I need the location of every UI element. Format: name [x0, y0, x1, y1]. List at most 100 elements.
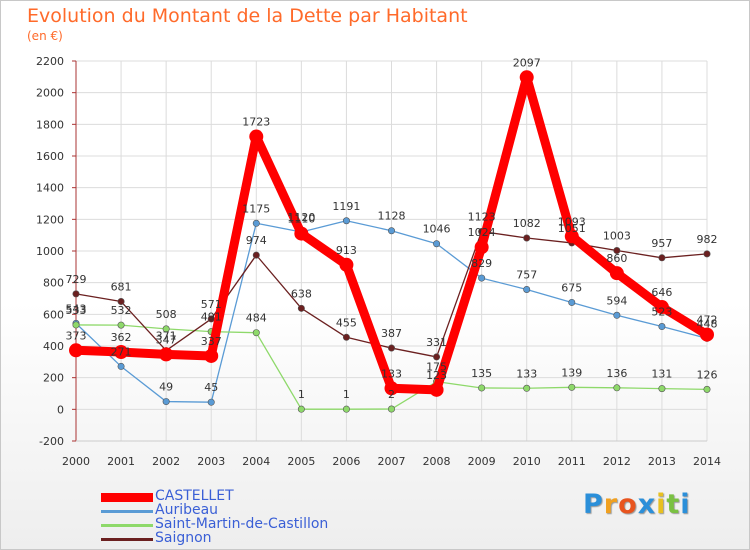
data-label: 373: [66, 329, 87, 342]
data-label: 594: [606, 294, 627, 307]
y-tick-label: 1800: [36, 118, 64, 131]
data-label: 1003: [603, 230, 631, 243]
y-tick-label: 0: [57, 403, 64, 416]
data-point: [387, 227, 395, 235]
data-point: [114, 345, 129, 360]
data-label: 1191: [332, 200, 360, 213]
data-label: 2097: [513, 56, 541, 69]
data-point: [613, 247, 621, 255]
axes: -200 0 200 400 600 800 1000 1200 1400 1600 1800 200…: [36, 55, 721, 468]
data-label: 982: [697, 233, 718, 246]
logo-letter: x: [637, 489, 657, 520]
data-label: 860: [606, 252, 627, 265]
data-label: 139: [561, 366, 582, 379]
data-label: 1024: [468, 226, 496, 239]
data-point: [564, 229, 579, 244]
data-point: [342, 333, 350, 341]
data-label: 1110: [287, 213, 315, 226]
data-point: [654, 300, 669, 315]
grid-lines: [75, 60, 708, 442]
data-point: [297, 405, 305, 413]
data-label: 681: [111, 281, 132, 294]
data-label: 1046: [423, 223, 451, 236]
data-label: 729: [66, 273, 87, 286]
y-tick-label: 800: [43, 277, 64, 290]
data-label: 571: [201, 298, 222, 311]
data-point: [568, 383, 576, 391]
data-label: 523: [651, 306, 672, 319]
legend-label: Saint-Martin-de-Castillon: [155, 516, 329, 532]
data-label: 455: [336, 316, 357, 329]
data-label: 136: [606, 367, 627, 380]
x-tick-label: 2000: [62, 455, 90, 468]
y-tick-label: 1200: [36, 213, 64, 226]
data-labels: 373 362 347 337 1723 1110 913 133 123 1024 2097 109…: [66, 56, 718, 401]
data-point: [69, 343, 83, 358]
data-label: 135: [471, 367, 492, 380]
series-layer: [69, 70, 714, 413]
data-label: 1: [343, 388, 350, 401]
data-point: [72, 290, 80, 298]
data-point: [609, 266, 624, 281]
data-label: 1051: [558, 222, 586, 235]
data-label: 646: [651, 286, 672, 299]
legend-label: Saignon: [155, 530, 212, 546]
data-label: 757: [516, 268, 537, 281]
data-point: [117, 362, 125, 370]
x-tick-label: 2002: [152, 455, 180, 468]
y-tick-label: -200: [39, 435, 64, 448]
data-point: [387, 344, 395, 352]
data-label: 133: [516, 367, 537, 380]
data-label: 532: [111, 304, 132, 317]
x-tick-label: 2014: [693, 455, 721, 468]
data-label: 331: [426, 336, 447, 349]
x-tick-label: 2007: [378, 455, 406, 468]
data-point: [658, 254, 666, 262]
legend-label: CASTELLET: [155, 488, 234, 504]
legend-swatch: [101, 493, 153, 502]
data-point: [162, 325, 170, 333]
proxiti-logo: Proxiti: [583, 489, 691, 520]
x-tick-label: 2009: [468, 455, 496, 468]
data-point: [433, 240, 441, 248]
y-tick-label: 2200: [36, 55, 64, 68]
data-point: [117, 298, 125, 306]
x-tick-label: 2001: [107, 455, 135, 468]
data-label: 337: [201, 335, 222, 348]
logo-letter: t: [666, 489, 681, 520]
data-point: [478, 384, 486, 392]
data-label: 371: [156, 330, 177, 343]
legend-label: Auribeau: [155, 502, 219, 518]
data-label: 123: [426, 369, 447, 382]
data-point: [207, 398, 215, 406]
data-point: [478, 274, 486, 282]
logo-letter: i: [680, 489, 691, 520]
series-0: [69, 70, 714, 397]
x-tick-label: 2010: [513, 455, 541, 468]
logo-letter: P: [583, 489, 604, 520]
data-label: 1120: [287, 211, 315, 224]
y-tick-label: 2000: [36, 87, 64, 100]
data-point: [159, 347, 174, 362]
data-point: [523, 234, 531, 242]
chart-subtitle: (en €): [27, 29, 63, 43]
data-label: 175: [426, 361, 447, 374]
data-label: 1093: [558, 215, 586, 228]
data-label: 133: [381, 367, 402, 380]
data-point: [613, 384, 621, 392]
data-point: [252, 329, 260, 337]
data-point: [297, 304, 305, 312]
data-label: 533: [66, 304, 87, 317]
x-tick-label: 2004: [242, 455, 270, 468]
data-label: 45: [204, 381, 218, 394]
data-point: [568, 298, 576, 306]
data-label: 271: [111, 345, 132, 358]
x-tick-label: 2008: [423, 455, 451, 468]
data-point: [700, 327, 714, 342]
x-tick-label: 2012: [603, 455, 631, 468]
data-label: 362: [111, 331, 132, 344]
data-label: 675: [561, 281, 582, 294]
data-point: [339, 257, 354, 272]
data-point: [703, 385, 711, 393]
